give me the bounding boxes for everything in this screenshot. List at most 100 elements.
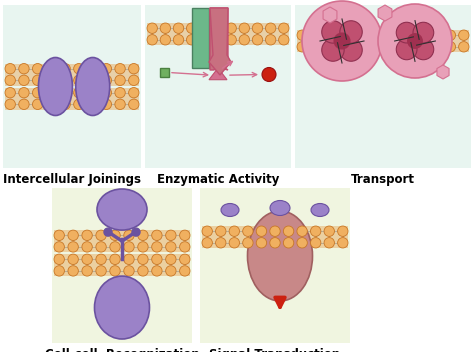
Circle shape — [165, 230, 176, 240]
Circle shape — [302, 1, 382, 81]
Text: Transport: Transport — [351, 173, 415, 186]
Circle shape — [115, 88, 125, 98]
Text: Signal Transduction: Signal Transduction — [210, 348, 340, 352]
Circle shape — [239, 34, 249, 45]
Bar — [295, 5, 471, 168]
Circle shape — [262, 68, 276, 82]
Circle shape — [396, 22, 417, 43]
Circle shape — [128, 88, 139, 98]
Circle shape — [87, 75, 98, 86]
Circle shape — [87, 88, 98, 98]
Circle shape — [32, 99, 43, 109]
Ellipse shape — [94, 276, 149, 339]
Circle shape — [252, 23, 263, 33]
Circle shape — [87, 63, 98, 74]
Circle shape — [73, 63, 84, 74]
Bar — [192, 8, 209, 68]
Bar — [147, 23, 289, 45]
Circle shape — [138, 266, 148, 276]
Circle shape — [239, 23, 249, 33]
Circle shape — [73, 75, 84, 86]
Circle shape — [54, 230, 64, 240]
Circle shape — [173, 23, 184, 33]
Circle shape — [152, 266, 162, 276]
Ellipse shape — [311, 203, 329, 216]
Circle shape — [202, 238, 212, 248]
Circle shape — [180, 242, 190, 252]
Circle shape — [128, 99, 139, 109]
Circle shape — [68, 254, 78, 264]
Ellipse shape — [221, 203, 239, 216]
Bar — [5, 88, 139, 109]
Circle shape — [60, 99, 70, 109]
Circle shape — [96, 242, 106, 252]
Circle shape — [270, 238, 280, 248]
Circle shape — [310, 238, 321, 248]
Circle shape — [243, 226, 253, 237]
Circle shape — [378, 30, 388, 40]
Circle shape — [337, 238, 348, 248]
Circle shape — [5, 99, 15, 109]
Ellipse shape — [247, 211, 312, 301]
Circle shape — [110, 242, 120, 252]
Circle shape — [82, 254, 92, 264]
Circle shape — [297, 42, 308, 52]
Circle shape — [19, 63, 29, 74]
Circle shape — [101, 63, 111, 74]
Circle shape — [115, 75, 125, 86]
Circle shape — [152, 254, 162, 264]
Text: Cell-cell  Recognization: Cell-cell Recognization — [45, 348, 199, 352]
Bar — [54, 230, 190, 252]
Circle shape — [297, 226, 307, 237]
Circle shape — [60, 63, 70, 74]
Circle shape — [256, 226, 267, 237]
Circle shape — [459, 42, 469, 52]
Circle shape — [310, 30, 321, 40]
Circle shape — [256, 238, 267, 248]
Circle shape — [19, 75, 29, 86]
Circle shape — [87, 99, 98, 109]
Circle shape — [334, 33, 350, 49]
Circle shape — [132, 228, 140, 236]
Circle shape — [147, 34, 157, 45]
Circle shape — [165, 266, 176, 276]
Circle shape — [202, 226, 212, 237]
Circle shape — [124, 266, 134, 276]
Circle shape — [180, 230, 190, 240]
Circle shape — [110, 230, 120, 240]
Bar — [160, 68, 169, 77]
Circle shape — [54, 242, 64, 252]
Circle shape — [5, 63, 15, 74]
Polygon shape — [210, 8, 228, 70]
Circle shape — [46, 99, 56, 109]
Circle shape — [138, 230, 148, 240]
Circle shape — [310, 42, 321, 52]
Circle shape — [252, 34, 263, 45]
Circle shape — [82, 266, 92, 276]
Polygon shape — [437, 65, 449, 79]
Circle shape — [180, 266, 190, 276]
Circle shape — [297, 238, 307, 248]
Ellipse shape — [97, 189, 147, 230]
Circle shape — [413, 22, 434, 43]
Circle shape — [405, 42, 415, 52]
Circle shape — [445, 30, 456, 40]
Circle shape — [213, 34, 223, 45]
Circle shape — [378, 4, 452, 78]
Bar — [5, 63, 139, 86]
Circle shape — [432, 30, 442, 40]
Circle shape — [73, 88, 84, 98]
Circle shape — [68, 230, 78, 240]
Circle shape — [60, 88, 70, 98]
Circle shape — [265, 23, 276, 33]
Circle shape — [226, 34, 237, 45]
Circle shape — [200, 34, 210, 45]
Bar — [54, 254, 190, 276]
Circle shape — [324, 30, 334, 40]
Circle shape — [216, 238, 226, 248]
Bar — [297, 30, 469, 52]
Circle shape — [180, 254, 190, 264]
Circle shape — [152, 230, 162, 240]
Circle shape — [324, 238, 335, 248]
Circle shape — [46, 88, 56, 98]
